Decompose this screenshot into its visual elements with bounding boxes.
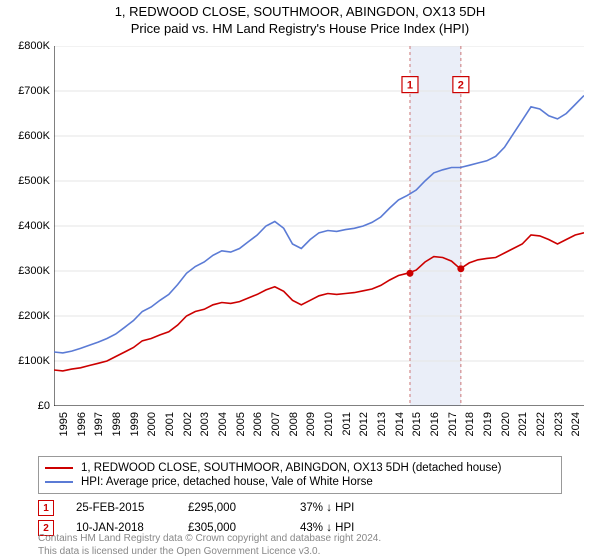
sale-date: 25-FEB-2015	[76, 502, 166, 514]
legend: 1, REDWOOD CLOSE, SOUTHMOOR, ABINGDON, O…	[38, 456, 562, 494]
y-axis-label: £300K	[0, 265, 50, 277]
footer-attribution: Contains HM Land Registry data © Crown c…	[38, 533, 381, 558]
sale-row: 1 25-FEB-2015 £295,000 37% ↓ HPI	[38, 498, 562, 518]
y-axis-label: £100K	[0, 355, 50, 367]
y-axis-label: £700K	[0, 85, 50, 97]
chart-area: 12 £0£100K£200K£300K£400K£500K£600K£700K…	[54, 46, 584, 406]
legend-item: 1, REDWOOD CLOSE, SOUTHMOOR, ABINGDON, O…	[45, 461, 555, 475]
sale-marker-box: 1	[38, 500, 54, 516]
chart-svg: 12	[54, 46, 584, 406]
footer-line-1: Contains HM Land Registry data © Crown c…	[38, 533, 381, 546]
title-address: 1, REDWOOD CLOSE, SOUTHMOOR, ABINGDON, O…	[0, 4, 600, 19]
svg-text:1: 1	[407, 80, 413, 92]
sale-delta: 37% ↓ HPI	[300, 502, 354, 514]
sales-table: 125-FEB-2015£295,00037% ↓ HPI210-JAN-201…	[38, 498, 562, 538]
legend-label: HPI: Average price, detached house, Vale…	[81, 476, 373, 488]
chart-container: 1, REDWOOD CLOSE, SOUTHMOOR, ABINGDON, O…	[0, 0, 600, 560]
y-axis-label: £600K	[0, 130, 50, 142]
y-axis-label: £800K	[0, 40, 50, 52]
sale-price: £295,000	[188, 502, 278, 514]
y-axis-label: £400K	[0, 220, 50, 232]
y-axis-label: £0	[0, 400, 50, 412]
y-axis-label: £200K	[0, 310, 50, 322]
legend-swatch	[45, 481, 73, 483]
svg-text:2: 2	[458, 80, 464, 92]
legend-label: 1, REDWOOD CLOSE, SOUTHMOOR, ABINGDON, O…	[81, 462, 502, 474]
legend-item: HPI: Average price, detached house, Vale…	[45, 475, 555, 489]
footer-line-2: This data is licensed under the Open Gov…	[38, 546, 381, 559]
title-subtitle: Price paid vs. HM Land Registry's House …	[0, 21, 600, 36]
titles: 1, REDWOOD CLOSE, SOUTHMOOR, ABINGDON, O…	[0, 0, 600, 36]
legend-swatch	[45, 467, 73, 469]
y-axis-label: £500K	[0, 175, 50, 187]
